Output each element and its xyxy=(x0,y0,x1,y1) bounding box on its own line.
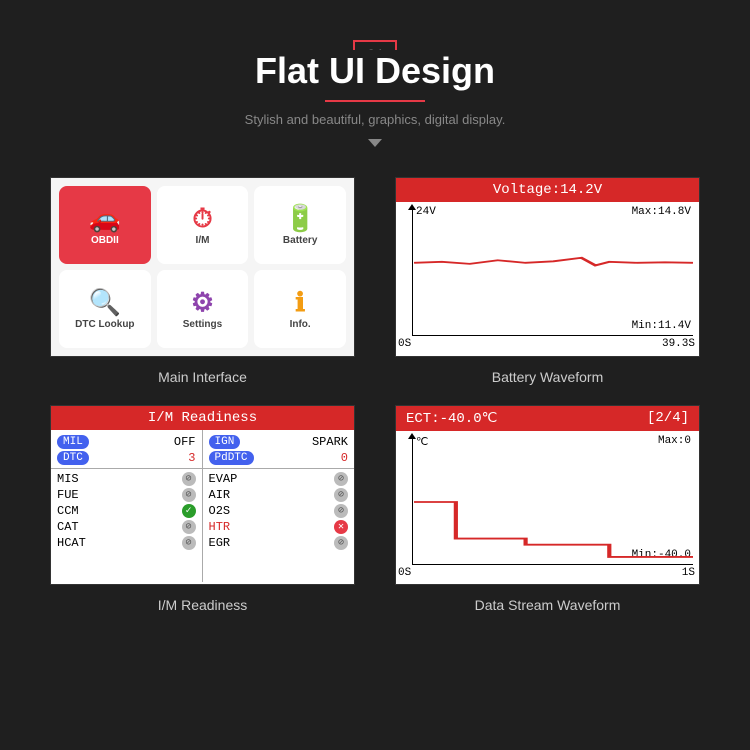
caption-main-interface: Main Interface xyxy=(50,369,355,385)
chevron-down-icon xyxy=(368,139,382,147)
pill-pddtc: PdDTC xyxy=(209,451,254,465)
im-row-label: EVAP xyxy=(209,472,238,486)
panel-im: I/M Readiness MIL OFF DTC 3 MIS ⊘ FUE ⊘ CCM ✓ CAT ⊘… xyxy=(50,405,355,613)
battery-icon: 🔋 xyxy=(284,205,316,231)
im-row: AIR ⊘ xyxy=(209,487,349,503)
im-row: MIS ⊘ xyxy=(57,471,196,487)
im-row: EVAP ⊘ xyxy=(209,471,349,487)
i-m-icon: ⏱ xyxy=(192,205,212,231)
menu-tile-label: Info. xyxy=(290,319,311,330)
status-icon: ⊘ xyxy=(182,536,196,550)
panel-battery: Voltage:14.2V 24V Max:14.8V Min:11.4V 0S… xyxy=(395,177,700,385)
im-row-label: HCAT xyxy=(57,536,86,550)
caption-datastream: Data Stream Waveform xyxy=(395,597,700,613)
im-value: SPARK xyxy=(312,435,348,449)
status-icon: ⊘ xyxy=(182,520,196,534)
im-card: I/M Readiness MIL OFF DTC 3 MIS ⊘ FUE ⊘ CCM ✓ CAT ⊘… xyxy=(50,405,355,585)
pill-ign: IGN xyxy=(209,435,241,449)
status-icon: ⊘ xyxy=(334,472,348,486)
info--icon: ℹ xyxy=(295,289,305,315)
status-icon: ⊘ xyxy=(334,536,348,550)
datastream-card: ECT:-40.0℃ [2/4] ℃ Max:0 Min:-40.0 0S 1S xyxy=(395,405,700,585)
im-row-label: MIS xyxy=(57,472,79,486)
menu-tile-label: OBDII xyxy=(91,235,119,246)
dtc-lookup-icon: 🔍 xyxy=(89,289,121,315)
datastream-chart: ℃ Max:0 Min:-40.0 0S 1S xyxy=(396,431,699,583)
im-value: 0 xyxy=(341,451,348,465)
pill-dtc: DTC xyxy=(57,451,89,465)
im-row: FUE ⊘ xyxy=(57,487,196,503)
section-header: 04 Flat UI Design Stylish and beautiful,… xyxy=(50,40,700,147)
im-row: CAT ⊘ xyxy=(57,519,196,535)
pill-mil: MIL xyxy=(57,435,89,449)
menu-tile-info-[interactable]: ℹ Info. xyxy=(254,270,346,348)
status-icon: ⊘ xyxy=(334,504,348,518)
obdii-icon: 🚗 xyxy=(89,205,121,231)
battery-chart: 24V Max:14.8V Min:11.4V 0S 39.3S xyxy=(396,202,699,354)
panel-main-interface: 🚗 OBDII ⏱ I/M 🔋 Battery 🔍 DTC Lookup ⚙ Settings ℹI… xyxy=(50,177,355,385)
settings-icon: ⚙ xyxy=(191,289,214,315)
im-row-label: CCM xyxy=(57,504,79,518)
status-icon: ✓ xyxy=(182,504,196,518)
menu-tile-label: DTC Lookup xyxy=(75,319,134,330)
im-value: OFF xyxy=(174,435,196,449)
menu-tile-settings[interactable]: ⚙ Settings xyxy=(157,270,249,348)
status-icon: ✕ xyxy=(334,520,348,534)
caption-im: I/M Readiness xyxy=(50,597,355,613)
menu-tile-battery[interactable]: 🔋 Battery xyxy=(254,186,346,264)
im-row: CCM ✓ xyxy=(57,503,196,519)
im-row: O2S ⊘ xyxy=(209,503,349,519)
status-icon: ⊘ xyxy=(182,488,196,502)
title-underline xyxy=(325,100,425,102)
menu-tile-i-m[interactable]: ⏱ I/M xyxy=(157,186,249,264)
battery-card: Voltage:14.2V 24V Max:14.8V Min:11.4V 0S… xyxy=(395,177,700,357)
menu-tile-dtc-lookup[interactable]: 🔍 DTC Lookup xyxy=(59,270,151,348)
im-row: EGR ⊘ xyxy=(209,535,349,551)
section-title: Flat UI Design xyxy=(245,50,505,92)
battery-header: Voltage:14.2V xyxy=(396,178,699,202)
im-header: I/M Readiness xyxy=(51,406,354,430)
datastream-header: ECT:-40.0℃ [2/4] xyxy=(396,406,699,431)
im-row-label: CAT xyxy=(57,520,79,534)
menu-tile-label: Battery xyxy=(283,235,317,246)
section-subtitle: Stylish and beautiful, graphics, digital… xyxy=(50,112,700,127)
im-row-label: EGR xyxy=(209,536,231,550)
im-value: 3 xyxy=(188,451,195,465)
menu-tile-label: I/M xyxy=(196,235,210,246)
panels-grid: 🚗OBDII⏱I/M🔋Battery🔍DTC Lookup⚙SettingsℹI… xyxy=(50,177,700,613)
status-icon: ⊘ xyxy=(334,488,348,502)
menu-tile-obdii[interactable]: 🚗 OBDII xyxy=(59,186,151,264)
im-row-label: O2S xyxy=(209,504,231,518)
caption-battery: Battery Waveform xyxy=(395,369,700,385)
im-row-label: HTR xyxy=(209,520,231,534)
main-interface-card: 🚗 OBDII ⏱ I/M 🔋 Battery 🔍 DTC Lookup ⚙ Settings ℹI… xyxy=(50,177,355,357)
im-row-label: AIR xyxy=(209,488,231,502)
panel-datastream: ECT:-40.0℃ [2/4] ℃ Max:0 Min:-40.0 0S 1S… xyxy=(395,405,700,613)
im-row-label: FUE xyxy=(57,488,79,502)
im-row: HTR ✕ xyxy=(209,519,349,535)
status-icon: ⊘ xyxy=(182,472,196,486)
menu-tile-label: Settings xyxy=(183,319,222,330)
im-row: HCAT ⊘ xyxy=(57,535,196,551)
